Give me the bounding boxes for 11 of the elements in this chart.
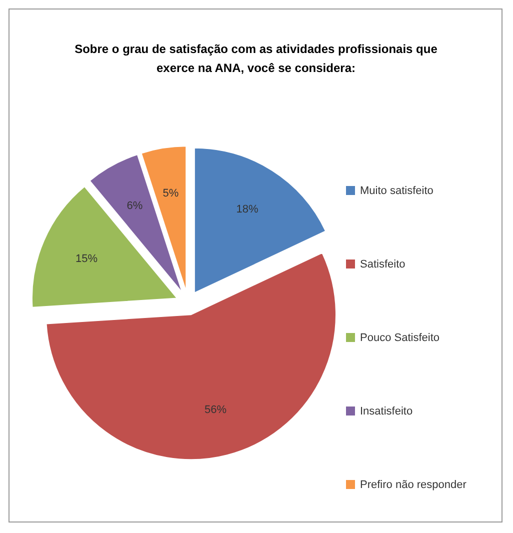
legend-label: Insatisfeito [360, 405, 413, 418]
data-label: 6% [126, 200, 143, 212]
legend-label: Prefiro não responder [360, 478, 467, 491]
data-label: 56% [204, 404, 227, 416]
legend-label: Pouco Satisfeito [360, 332, 440, 344]
chart-title: Sobre o grau de satisfação com as atividades profissionais que exerce na ANA, você se considera: [74, 42, 438, 75]
legend-label: Muito satisfeito [360, 184, 434, 197]
legend-label: Satisfeito [360, 258, 406, 270]
data-label: 18% [236, 204, 258, 216]
data-label: 5% [162, 188, 179, 200]
data-label: 15% [75, 252, 98, 265]
